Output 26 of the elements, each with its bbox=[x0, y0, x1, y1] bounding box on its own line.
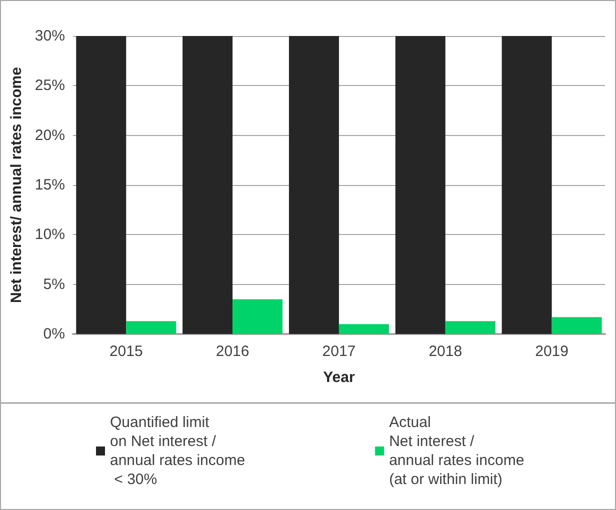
x-tick-label: 2017 bbox=[322, 343, 356, 360]
y-tick-label: 30% bbox=[34, 28, 65, 44]
x-tick-label: 2019 bbox=[535, 343, 568, 360]
y-tick-label: 10% bbox=[34, 226, 65, 244]
y-tick-label: 15% bbox=[34, 176, 65, 194]
bar bbox=[182, 36, 233, 334]
bar bbox=[395, 36, 446, 334]
y-tick-label: 0% bbox=[43, 326, 65, 342]
bar bbox=[445, 321, 496, 334]
y-tick-label: 5% bbox=[43, 276, 65, 293]
bar bbox=[552, 317, 602, 334]
bar bbox=[288, 36, 339, 334]
bar bbox=[502, 36, 552, 334]
legend-label: Quantified limit on Net interest / annual rates income < 30% bbox=[110, 414, 246, 488]
x-tick-label: 2018 bbox=[428, 343, 462, 360]
x-tick-label: 2015 bbox=[109, 343, 143, 360]
bar bbox=[338, 324, 389, 334]
bar bbox=[126, 321, 176, 334]
bar bbox=[232, 299, 283, 334]
y-tick-label: 25% bbox=[34, 77, 65, 94]
x-tick-label: 2016 bbox=[216, 343, 250, 360]
y-axis-title: Net interest/ annual rates income bbox=[8, 67, 25, 303]
x-axis-title: Year bbox=[323, 369, 355, 386]
y-tick-label: 20% bbox=[34, 126, 65, 144]
legend-label: Actual Net interest / annual rates income (at or within limit) bbox=[389, 414, 524, 488]
bar bbox=[76, 36, 126, 334]
